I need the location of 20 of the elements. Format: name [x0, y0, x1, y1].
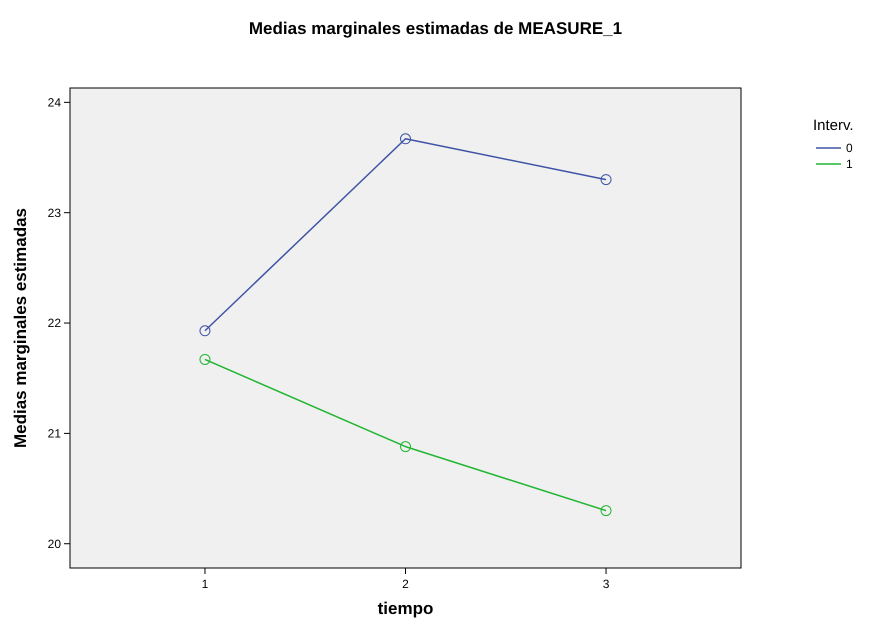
y-tick-label: 21	[48, 426, 62, 441]
legend-label: 1	[846, 157, 853, 172]
point	[199, 325, 210, 336]
y-tick-label: 24	[48, 96, 62, 110]
point	[199, 354, 210, 365]
y-tick-label: 22	[48, 316, 62, 330]
legend-title: Interv.	[813, 117, 854, 134]
point	[400, 133, 411, 144]
x-axis-title: tiempo	[378, 599, 434, 618]
y-tick-label: 23	[48, 206, 62, 220]
point	[600, 505, 612, 516]
y-tick-label: 20	[48, 536, 62, 551]
y-axis-title: Medias marginales estimadas	[11, 208, 30, 448]
x-tick-label: 1	[202, 577, 209, 591]
x-tick-label: 3	[602, 577, 610, 591]
x-tick-label: 2	[402, 577, 410, 591]
point	[400, 441, 411, 452]
point	[600, 174, 612, 186]
legend-label: 0	[846, 141, 853, 156]
chart-title: Medias marginales estimadas de MEASURE_1	[248, 19, 622, 38]
